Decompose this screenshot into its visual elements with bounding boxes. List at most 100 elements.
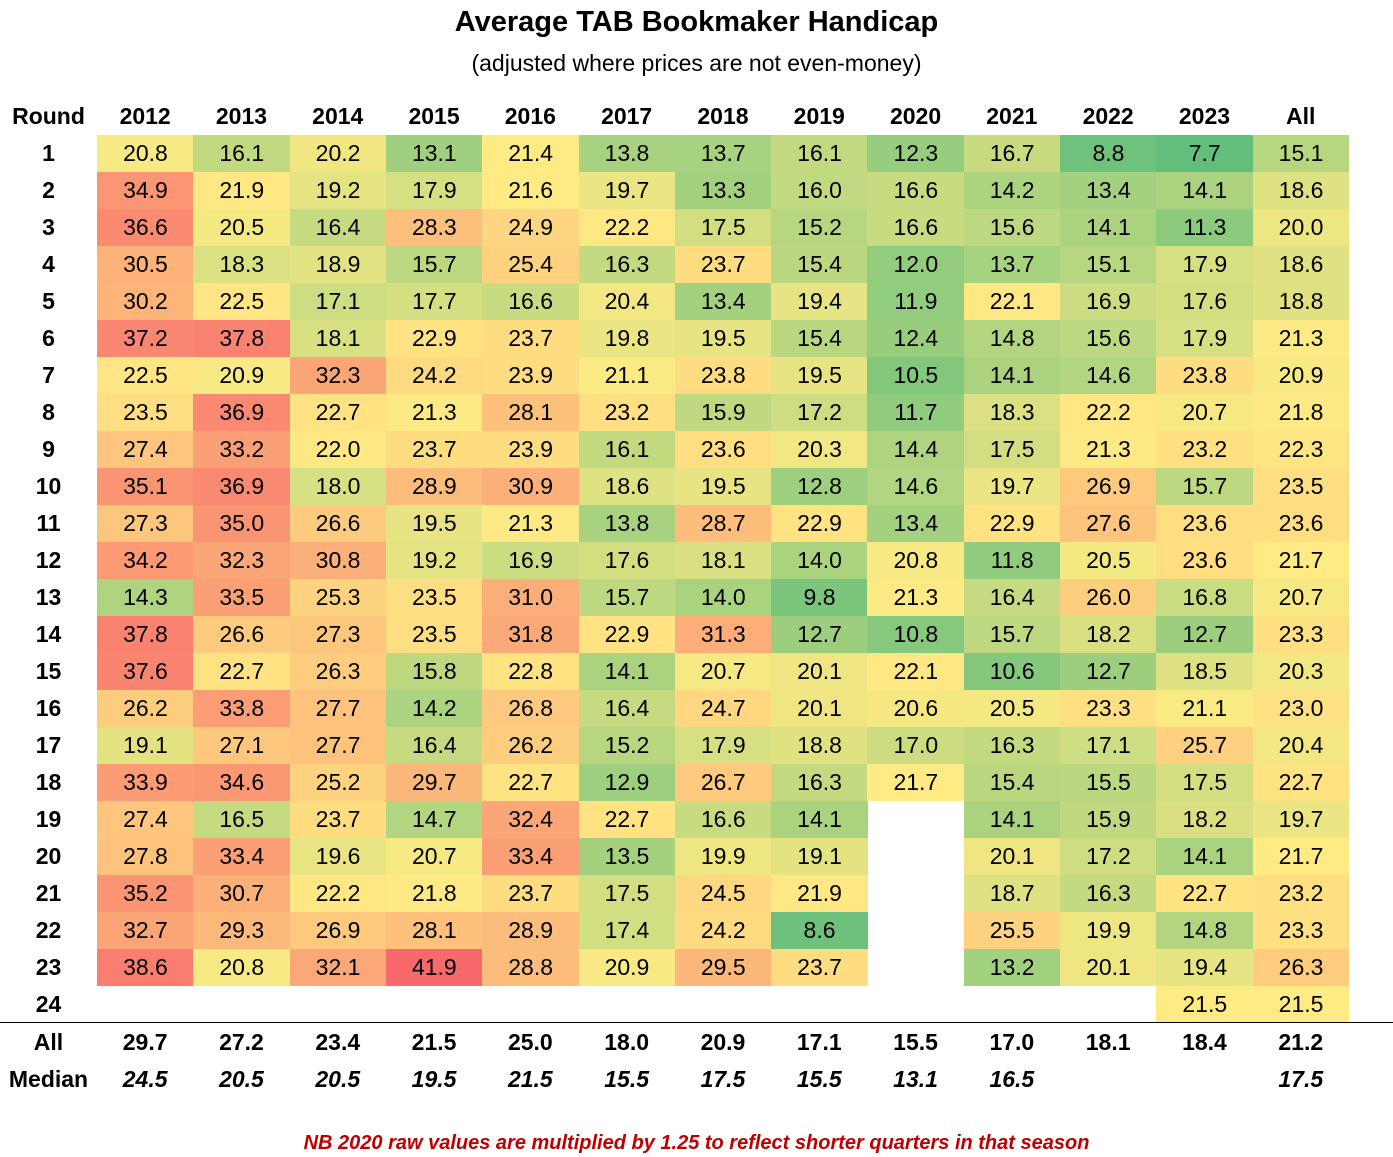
- heatmap-cell: 36.9: [193, 394, 291, 431]
- heatmap-cell: 23.7: [674, 246, 772, 283]
- heatmap-cell: 17.0: [867, 727, 965, 764]
- heatmap-cell: 12.7: [771, 616, 868, 653]
- heatmap-cell: 15.6: [963, 209, 1061, 246]
- heatmap-cell: 31.3: [674, 616, 772, 653]
- heatmap-cell: 18.8: [1252, 283, 1350, 320]
- heatmap-cell: 15.7: [385, 246, 483, 283]
- heatmap-cell: 22.7: [289, 394, 387, 431]
- heatmap-cell: 24.2: [674, 912, 772, 949]
- heatmap-cell: 18.6: [1252, 246, 1350, 283]
- heatmap-cell: 15.4: [771, 246, 868, 283]
- heatmap-cell: 18.3: [963, 394, 1061, 431]
- round-label: 22: [35, 917, 62, 943]
- heatmap-cell: 20.5: [963, 690, 1061, 727]
- round-label: 24: [35, 991, 62, 1017]
- heatmap-cell: 14.1: [963, 357, 1061, 394]
- heatmap-cell: 32.1: [289, 949, 387, 986]
- round-label: 11: [36, 510, 61, 536]
- heatmap-cell: 23.3: [1252, 912, 1350, 949]
- heatmap-cell: 19.2: [289, 172, 387, 209]
- heatmap-cell: 33.4: [193, 838, 291, 875]
- heatmap-cell: 22.2: [1060, 394, 1157, 431]
- heatmap-cell: 18.3: [193, 246, 291, 283]
- heatmap-cell: 37.8: [97, 616, 194, 653]
- heatmap-cell: 26.8: [482, 690, 580, 727]
- heatmap-cell: 34.6: [193, 764, 291, 801]
- heatmap-cell: 17.1: [1060, 727, 1157, 764]
- heatmap-cell: 23.2: [1156, 431, 1254, 468]
- round-label: 23: [35, 954, 62, 980]
- heatmap-cell: 23.5: [97, 394, 194, 431]
- heatmap-cell: 19.5: [674, 468, 772, 505]
- heatmap-cell: 17.5: [1156, 764, 1254, 801]
- heatmap-cell: 20.3: [1252, 653, 1350, 690]
- heatmap-cell: 20.4: [578, 283, 676, 320]
- heatmap-cell: 16.4: [289, 209, 387, 246]
- heatmap-cell: 23.7: [771, 949, 868, 986]
- heatmap-cell: 13.7: [963, 246, 1061, 283]
- heatmap-cell: 19.4: [771, 283, 868, 320]
- heatmap-cell: 28.9: [385, 468, 483, 505]
- heatmap-cell: 8.6: [771, 912, 868, 949]
- heatmap-cell: 27.7: [289, 690, 387, 727]
- heatmap-cell: 23.8: [674, 357, 772, 394]
- heatmap-cell: 14.6: [867, 468, 965, 505]
- heatmap-cell: 22.7: [193, 653, 291, 690]
- heatmap-cell: 30.8: [289, 542, 387, 579]
- column-header: 2019: [793, 103, 845, 129]
- heatmap-cell: 22.5: [193, 283, 291, 320]
- heatmap-cell: 23.7: [385, 431, 483, 468]
- heatmap-cell: 37.2: [97, 320, 194, 357]
- heatmap-cell: 9.8: [771, 579, 868, 616]
- heatmap-cell: 21.3: [1060, 431, 1157, 468]
- heatmap-cell: 23.5: [385, 616, 483, 653]
- heatmap-cell: 28.3: [385, 209, 483, 246]
- summary-all-value: 17.0: [989, 1029, 1035, 1055]
- heatmap-cell: 35.1: [97, 468, 194, 505]
- heatmap-cell: 19.1: [771, 838, 868, 875]
- round-label: 20: [35, 843, 62, 869]
- summary-all-value: 21.2: [1278, 1029, 1324, 1055]
- heatmap-cell: 20.3: [771, 431, 868, 468]
- heatmap-cell: 23.7: [289, 801, 387, 838]
- heatmap-cell: 25.2: [289, 764, 387, 801]
- column-header: 2017: [601, 103, 653, 129]
- heatmap-cell: 27.4: [97, 431, 194, 468]
- summary-median-value: 20.5: [315, 1066, 361, 1092]
- heatmap-cell: 15.2: [578, 727, 676, 764]
- column-header: All: [1286, 103, 1316, 129]
- heatmap-cell: 26.2: [482, 727, 580, 764]
- heatmap-cell: 28.9: [482, 912, 580, 949]
- heatmap-cell: 14.0: [674, 579, 772, 616]
- heatmap-cell: 22.8: [482, 653, 580, 690]
- heatmap-cell: 21.1: [1156, 690, 1254, 727]
- summary-median-value: 15.5: [796, 1066, 842, 1092]
- heatmap-cell: 12.4: [867, 320, 965, 357]
- summary-separator-line: [0, 1022, 1393, 1023]
- heatmap-cell: 14.7: [385, 801, 483, 838]
- heatmap-cell: 23.6: [1156, 542, 1254, 579]
- heatmap-cell: 22.5: [97, 357, 194, 394]
- round-label: 21: [35, 880, 62, 906]
- heatmap-cell: 38.6: [97, 949, 194, 986]
- heatmap-cell: 25.5: [963, 912, 1061, 949]
- heatmap-cell: 17.9: [1156, 246, 1254, 283]
- summary-all-value: 18.1: [1085, 1029, 1131, 1055]
- heatmap-cell: 12.7: [1060, 653, 1157, 690]
- heatmap-cell: 21.9: [771, 875, 868, 912]
- heatmap-cell: 17.2: [1060, 838, 1157, 875]
- heatmap-cell: 22.7: [1156, 875, 1254, 912]
- heatmap-cell: 33.8: [193, 690, 291, 727]
- heatmap-cell: 26.7: [674, 764, 772, 801]
- heatmap-cell: 24.2: [385, 357, 483, 394]
- heatmap-cell: 17.5: [674, 209, 772, 246]
- heatmap-cell: 11.9: [867, 283, 965, 320]
- heatmap-cell: 35.0: [193, 505, 291, 542]
- heatmap-cell: 16.7: [963, 135, 1061, 172]
- heatmap-cell: 18.0: [289, 468, 387, 505]
- heatmap-cell: 16.3: [578, 246, 676, 283]
- summary-median-value: 13.1: [893, 1066, 938, 1092]
- heatmap-cell: 18.9: [289, 246, 387, 283]
- heatmap-cell: 12.0: [867, 246, 965, 283]
